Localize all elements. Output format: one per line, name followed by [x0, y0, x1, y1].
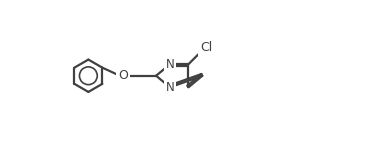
- Text: N: N: [166, 58, 174, 71]
- Text: Cl: Cl: [200, 41, 212, 54]
- Text: N: N: [166, 81, 174, 94]
- Text: O: O: [118, 69, 128, 82]
